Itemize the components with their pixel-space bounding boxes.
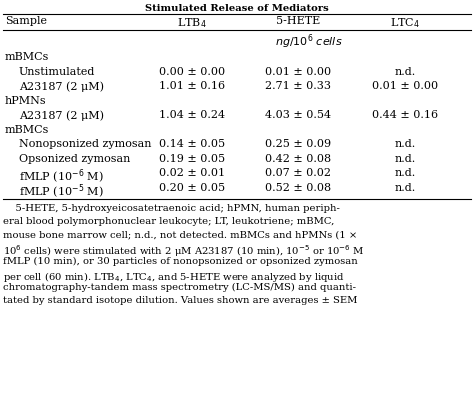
Text: 0.44 ± 0.16: 0.44 ± 0.16 bbox=[372, 110, 438, 120]
Text: chromatography-tandem mass spectrometry (LC-MS/MS) and quanti-: chromatography-tandem mass spectrometry … bbox=[3, 283, 356, 292]
Text: n.d.: n.d. bbox=[394, 154, 416, 164]
Text: Sample: Sample bbox=[5, 16, 47, 26]
Text: 0.14 ± 0.05: 0.14 ± 0.05 bbox=[159, 139, 225, 149]
Text: tated by standard isotope dilution. Values shown are averages ± SEM: tated by standard isotope dilution. Valu… bbox=[3, 296, 357, 305]
Text: 0.01 ± 0.00: 0.01 ± 0.00 bbox=[265, 67, 331, 76]
Text: 0.01 ± 0.00: 0.01 ± 0.00 bbox=[372, 81, 438, 91]
Text: mBMCs: mBMCs bbox=[5, 52, 49, 62]
Text: fMLP (10 min), or 30 particles of nonopsonized or opsonized zymosan: fMLP (10 min), or 30 particles of nonops… bbox=[3, 257, 358, 266]
Text: eral blood polymorphonuclear leukocyte; LT, leukotriene; mBMC,: eral blood polymorphonuclear leukocyte; … bbox=[3, 217, 334, 226]
Text: Stimulated Release of Mediators: Stimulated Release of Mediators bbox=[145, 4, 329, 13]
Text: hPMNs: hPMNs bbox=[5, 95, 46, 106]
Text: n.d.: n.d. bbox=[394, 139, 416, 149]
Text: LTC$_4$: LTC$_4$ bbox=[390, 16, 420, 30]
Text: fMLP (10$^{-5}$ M): fMLP (10$^{-5}$ M) bbox=[19, 182, 104, 201]
Text: A23187 (2 μM): A23187 (2 μM) bbox=[19, 110, 104, 121]
Text: n.d.: n.d. bbox=[394, 168, 416, 178]
Text: 0.00 ± 0.00: 0.00 ± 0.00 bbox=[159, 67, 225, 76]
Text: 10$^6$ cells) were stimulated with 2 μM A23187 (10 min), 10$^{-5}$ or 10$^{-6}$ : 10$^6$ cells) were stimulated with 2 μM … bbox=[3, 243, 365, 259]
Text: n.d.: n.d. bbox=[394, 67, 416, 76]
Text: 5-HETE, 5-hydroxyeicosatetraenoic acid; hPMN, human periph-: 5-HETE, 5-hydroxyeicosatetraenoic acid; … bbox=[3, 204, 340, 213]
Text: n.d.: n.d. bbox=[394, 182, 416, 193]
Text: 5-HETE: 5-HETE bbox=[276, 16, 320, 26]
Text: 0.52 ± 0.08: 0.52 ± 0.08 bbox=[265, 182, 331, 193]
Text: 0.20 ± 0.05: 0.20 ± 0.05 bbox=[159, 182, 225, 193]
Text: fMLP (10$^{-6}$ M): fMLP (10$^{-6}$ M) bbox=[19, 168, 104, 186]
Text: 0.25 ± 0.09: 0.25 ± 0.09 bbox=[265, 139, 331, 149]
Text: LTB$_4$: LTB$_4$ bbox=[177, 16, 207, 30]
Text: per cell (60 min). LTB$_4$, LTC$_4$, and 5-HETE were analyzed by liquid: per cell (60 min). LTB$_4$, LTC$_4$, and… bbox=[3, 270, 345, 284]
Text: 0.02 ± 0.01: 0.02 ± 0.01 bbox=[159, 168, 225, 178]
Text: 1.01 ± 0.16: 1.01 ± 0.16 bbox=[159, 81, 225, 91]
Text: Opsonized zymosan: Opsonized zymosan bbox=[19, 154, 130, 164]
Text: 2.71 ± 0.33: 2.71 ± 0.33 bbox=[265, 81, 331, 91]
Text: Nonopsonized zymosan: Nonopsonized zymosan bbox=[19, 139, 152, 149]
Text: 0.19 ± 0.05: 0.19 ± 0.05 bbox=[159, 154, 225, 164]
Text: $ng/10^6$ $cells$: $ng/10^6$ $cells$ bbox=[275, 32, 342, 50]
Text: 1.04 ± 0.24: 1.04 ± 0.24 bbox=[159, 110, 225, 120]
Text: mBMCs: mBMCs bbox=[5, 125, 49, 134]
Text: 0.42 ± 0.08: 0.42 ± 0.08 bbox=[265, 154, 331, 164]
Text: Unstimulated: Unstimulated bbox=[19, 67, 95, 76]
Text: A23187 (2 μM): A23187 (2 μM) bbox=[19, 81, 104, 91]
Text: 0.07 ± 0.02: 0.07 ± 0.02 bbox=[265, 168, 331, 178]
Text: 4.03 ± 0.54: 4.03 ± 0.54 bbox=[265, 110, 331, 120]
Text: mouse bone marrow cell; n.d., not detected. mBMCs and hPMNs (1 ×: mouse bone marrow cell; n.d., not detect… bbox=[3, 230, 357, 240]
